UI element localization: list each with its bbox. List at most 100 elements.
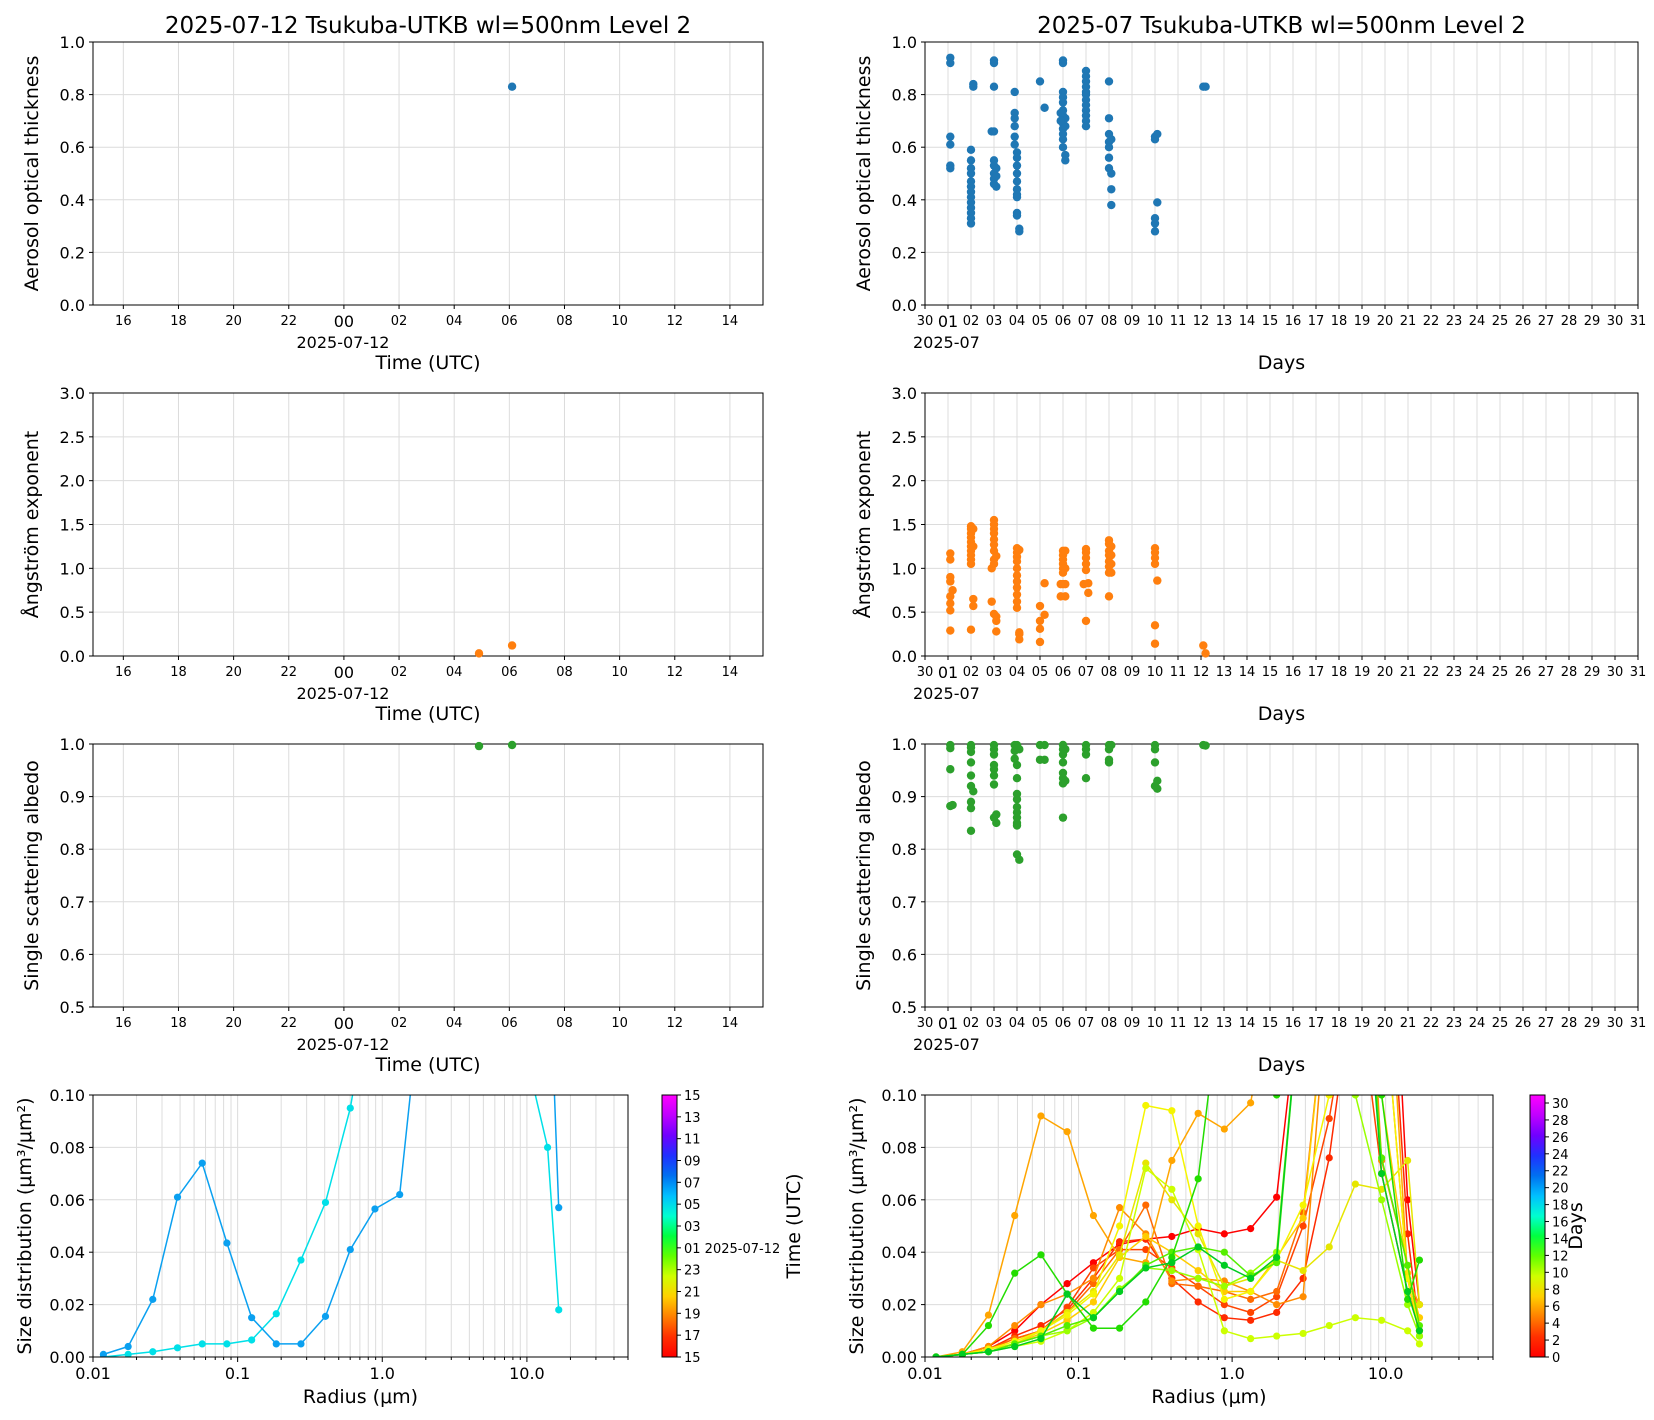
- data-point: [1010, 121, 1019, 131]
- data-point: [173, 1193, 182, 1201]
- data-point: [1015, 635, 1024, 644]
- data-point: [989, 765, 999, 774]
- data-point: [1404, 1261, 1412, 1269]
- data-point: [1015, 545, 1024, 555]
- data-point: [1107, 185, 1116, 194]
- data-point: [1404, 1287, 1412, 1296]
- y-tick-label: 0.8: [60, 86, 85, 105]
- y-tick-label: 0.0: [60, 296, 85, 315]
- data-point: [946, 140, 955, 149]
- data-point: [1352, 829, 1359, 836]
- x-tick-label: 1.0: [370, 1364, 395, 1383]
- data-point: [1299, 1329, 1307, 1338]
- data-point: [1168, 1156, 1176, 1165]
- data-point: [989, 780, 999, 789]
- data-point: [1058, 135, 1068, 144]
- data-point: [1037, 1301, 1045, 1309]
- x-tick-label: 27: [1538, 314, 1555, 329]
- x-tick-label: 00: [334, 663, 354, 682]
- x-tick-label: 26: [1515, 665, 1532, 680]
- x-tick-label: 02: [391, 314, 408, 329]
- x-tick-label: 04: [1009, 314, 1026, 329]
- data-point: [966, 145, 976, 155]
- data-point: [1011, 1211, 1019, 1220]
- x-tick-label: 03: [986, 665, 1003, 680]
- data-point: [1415, 1327, 1424, 1335]
- colorbar-tick-label: 28: [1552, 1114, 1569, 1129]
- data-point: [1011, 1321, 1019, 1330]
- data-point: [1273, 1259, 1281, 1267]
- x-tick-label: 20: [1377, 665, 1394, 680]
- data-point: [1247, 1287, 1255, 1296]
- data-point: [1058, 758, 1068, 767]
- y-tick-label: 0.06: [881, 1191, 917, 1210]
- data-point: [1012, 564, 1022, 573]
- y-tick-label: 0.6: [60, 138, 85, 157]
- data-point: [1378, 829, 1385, 836]
- data-point: [1352, 829, 1359, 836]
- data-point: [1012, 161, 1022, 170]
- x-tick-label: 31: [1630, 1016, 1647, 1031]
- data-point: [555, 1306, 563, 1314]
- y-tick-label: 1.0: [892, 33, 917, 52]
- x-tick-label: 22: [280, 314, 297, 329]
- data-point: [223, 1340, 231, 1348]
- data-point: [555, 1204, 563, 1212]
- colorbar-tick-label: 13: [684, 1111, 701, 1126]
- data-point: [1063, 1311, 1071, 1319]
- data-point: [543, 1143, 552, 1151]
- data-point: [1037, 1327, 1045, 1335]
- ae_month-panel: 30 01 02 03 04 05 06 07 08 09 10 11 12 13 14 15 16 17 18 19…: [852, 384, 1646, 725]
- x-tick-label: 27: [1538, 1016, 1555, 1031]
- data-point: [1142, 1245, 1150, 1254]
- colorbar-tick-label: 24: [1552, 1148, 1569, 1163]
- data-point: [969, 524, 978, 534]
- data-point: [1081, 553, 1091, 563]
- data-point: [1194, 1266, 1202, 1275]
- data-point: [1150, 758, 1160, 767]
- data-point: [1081, 565, 1091, 575]
- y-tick-label: 0.02: [49, 1296, 85, 1315]
- data-point: [474, 741, 484, 751]
- x-tick-label: 12: [666, 665, 683, 680]
- aot_month-panel: 30 01 02 03 04 05 06 07 08 09 10 11 12 13 14 15 16 17 18 19…: [853, 13, 1646, 374]
- x-tick-label: 01: [938, 312, 958, 331]
- data-point: [1299, 1293, 1307, 1301]
- x-tick-label: 25: [1492, 1016, 1509, 1031]
- size_month-plot-frame: [924, 1094, 1494, 1358]
- y-tick-label: 0.8: [892, 86, 917, 105]
- x-tick-label: 28: [1561, 665, 1578, 680]
- data-point: [1012, 153, 1022, 162]
- colorbar-tick-label: 21: [684, 1286, 701, 1301]
- data-point: [1011, 1269, 1019, 1277]
- x-tick-label: 11: [1170, 665, 1187, 680]
- data-point: [1247, 1274, 1255, 1282]
- y-tick-label: 2.0: [892, 472, 917, 491]
- data-point: [1061, 745, 1070, 754]
- series-line: [935, 1095, 1421, 1357]
- data-point: [1352, 960, 1359, 967]
- data-point: [124, 1350, 132, 1357]
- aot_month-grid: [924, 41, 1639, 306]
- y-tick-label: 0.5: [60, 603, 85, 622]
- aot_day-title: 2025-07-12 Tsukuba-UTKB wl=500nm Level 2: [165, 13, 691, 39]
- data-point: [987, 597, 996, 606]
- data-point: [1325, 1321, 1333, 1330]
- x-tick-label: 14: [722, 665, 739, 680]
- data-point: [1220, 1248, 1228, 1256]
- data-point: [946, 765, 955, 774]
- data-point: [1168, 1259, 1176, 1267]
- x-tick-label: 20: [1377, 1016, 1394, 1031]
- data-point: [1201, 82, 1210, 91]
- data-point: [1058, 143, 1068, 152]
- data-point: [1325, 1095, 1333, 1099]
- data-point: [966, 169, 976, 178]
- data-point: [1081, 750, 1091, 759]
- colorbar-tick-label: 8: [1552, 1283, 1560, 1298]
- x-tick-label: 29: [1584, 665, 1601, 680]
- y-tick-label: 0.04: [881, 1243, 917, 1262]
- data-point: [1142, 1232, 1150, 1241]
- data-point: [1378, 1316, 1386, 1324]
- data-point: [1247, 1308, 1255, 1317]
- data-point: [1168, 1185, 1176, 1193]
